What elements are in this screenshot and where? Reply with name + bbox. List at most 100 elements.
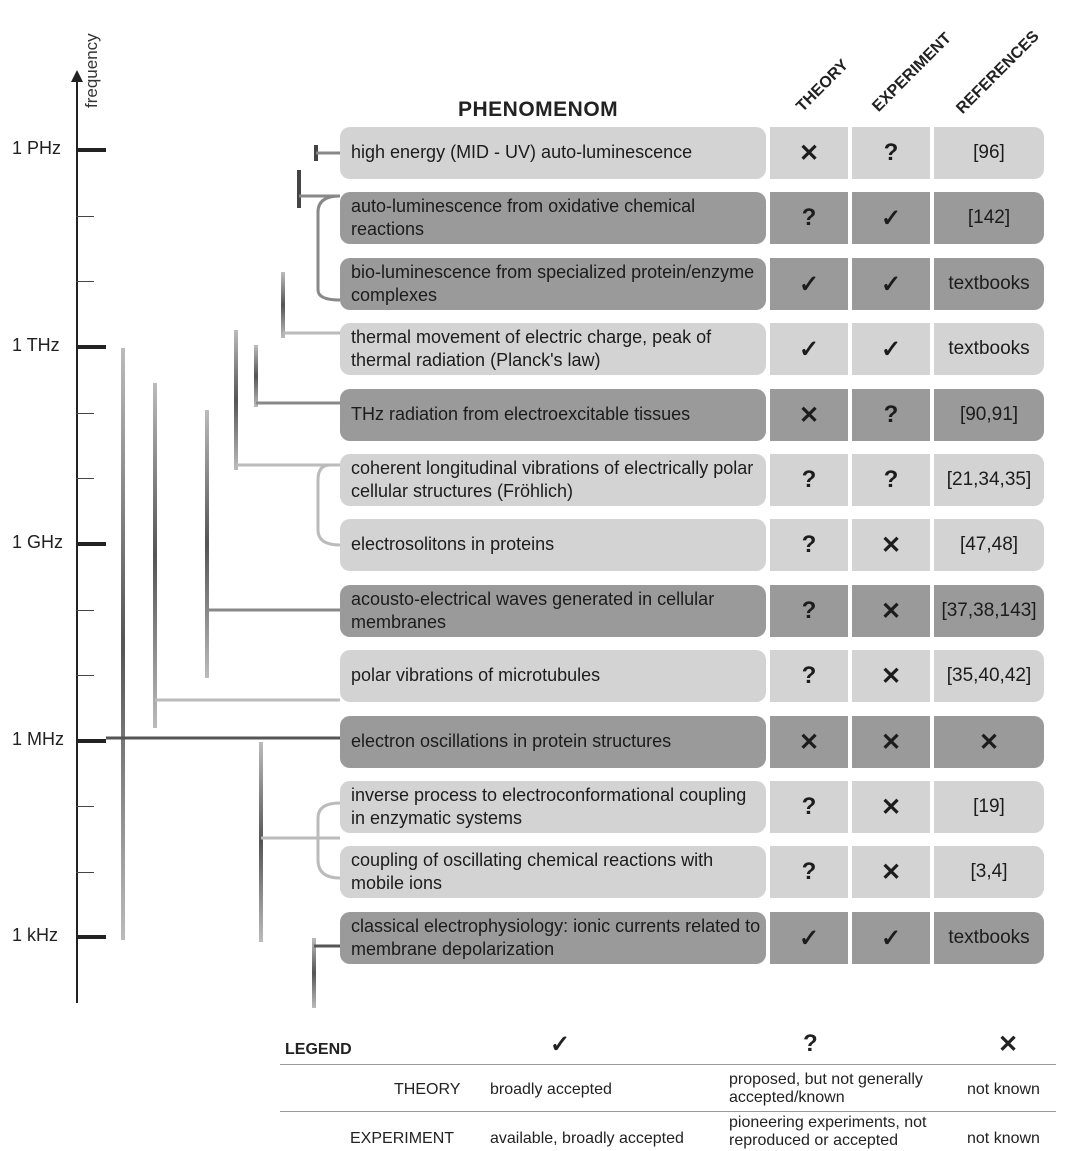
major-tick: [76, 148, 106, 152]
experiment-cell: ✓: [880, 924, 902, 952]
legend-theory-check: broadly accepted: [490, 1081, 612, 1098]
references-cell: textbooks: [948, 338, 1030, 359]
experiment-cell-box: ✕: [852, 650, 930, 702]
theory-cell-box: ✕: [770, 127, 848, 179]
legend-divider: [280, 1064, 1056, 1065]
theory-cell: ?: [801, 858, 817, 885]
references-cell: [35,40,42]: [946, 665, 1032, 686]
phenomenon-row: [340, 650, 766, 702]
theory-cell-box: ✕: [770, 716, 848, 768]
references-cell-box: [96]: [934, 127, 1044, 179]
references-cell-box: textbooks: [934, 258, 1044, 310]
major-tick: [76, 542, 106, 546]
experiment-cell: ✕: [880, 793, 902, 821]
phenomenon-text: coupling of oscillating chemical reactio…: [351, 850, 714, 893]
references-cell-box: [3,4]: [934, 846, 1044, 898]
phenomenon-text: electrosolitons in proteins: [351, 534, 555, 554]
theory-cell: ✕: [798, 401, 820, 429]
minor-tick: [76, 413, 94, 414]
frequency-label: 1 THz: [12, 335, 60, 355]
frequency-label: 1 MHz: [12, 729, 65, 749]
phenomenon-text: high energy (MID - UV) auto-luminescence: [351, 142, 693, 162]
references-cell-box: textbooks: [934, 323, 1044, 375]
theory-cell-box: ✓: [770, 258, 848, 310]
minor-tick: [76, 478, 94, 479]
phenomenon-row: [340, 912, 766, 964]
theory-cell-box: ?: [770, 519, 848, 571]
references-cell-box: [19]: [934, 781, 1044, 833]
references-cell: [142]: [967, 207, 1011, 228]
theory-cell: ?: [801, 597, 817, 624]
references-cell: textbooks: [948, 927, 1030, 948]
phenomenon-text: polar vibrations of microtubules: [351, 665, 601, 685]
references-cell: [47,48]: [959, 534, 1019, 555]
references-cell-box: ✕: [934, 716, 1044, 768]
theory-cell: ?: [801, 466, 817, 493]
phenomenon-text: acousto-electrical waves generated in ce…: [351, 589, 715, 632]
phenomenon-text: classical electrophysiology: ionic curre…: [351, 916, 761, 959]
experiment-cell-box: ✓: [852, 258, 930, 310]
theory-cell: ?: [801, 793, 817, 820]
major-tick: [76, 739, 106, 743]
references-cell: [3,4]: [970, 861, 1008, 882]
phenomenon-text: electron oscillations in protein structu…: [351, 731, 672, 751]
phenomenon-row: [340, 846, 766, 898]
theory-cell: ✕: [798, 139, 820, 167]
phenomenon-row: [340, 454, 766, 506]
references-cell: [21,34,35]: [946, 469, 1032, 490]
phenomenon-text: auto-luminescence from oxidative chemica…: [351, 196, 696, 239]
references-cell-box: [90,91]: [934, 389, 1044, 441]
phenomenon-text: inverse process to electroconformational…: [351, 785, 747, 828]
experiment-cell: ✕: [880, 531, 902, 559]
minor-tick: [76, 216, 94, 217]
references-cell-box: textbooks: [934, 912, 1044, 964]
references-cell: [37,38,143]: [941, 600, 1037, 621]
theory-cell: ?: [801, 204, 817, 231]
phenomenon-row: [340, 323, 766, 375]
minor-tick: [76, 675, 94, 676]
references-cell: [19]: [973, 796, 1005, 817]
experiment-cell-box: ✕: [852, 781, 930, 833]
references-cell: [96]: [973, 142, 1005, 163]
theory-cell: ✓: [798, 270, 820, 298]
theory-cell: ✓: [798, 335, 820, 363]
experiment-cell-box: ?: [852, 389, 930, 441]
phenomenon-text: coherent longitudinal vibrations of elec…: [351, 458, 754, 501]
experiment-cell: ✕: [880, 858, 902, 886]
experiment-cell-box: ✓: [852, 323, 930, 375]
experiment-cell: ✓: [880, 204, 902, 232]
legend-experiment-check: available, broadly accepted: [490, 1130, 684, 1147]
experiment-cell-box: ?: [852, 127, 930, 179]
theory-cell-box: ?: [770, 192, 848, 244]
axis-arrow-icon: [71, 70, 83, 82]
phenomenon-row: [340, 585, 766, 637]
legend-experiment-label: EXPERIMENT: [350, 1130, 455, 1147]
legend-theory-label: THEORY: [394, 1081, 461, 1098]
theory-cell: ?: [801, 531, 817, 558]
experiment-cell-box: ✕: [852, 846, 930, 898]
legend-theory-question: proposed, but not generally accepted/kno…: [729, 1071, 923, 1106]
frequency-label: 1 GHz: [12, 532, 64, 552]
phenomenon-header: PHENOMENOM: [458, 98, 619, 121]
phenomenon-text: bio-luminescence from specialized protei…: [351, 262, 755, 305]
references-cell-box: [35,40,42]: [934, 650, 1044, 702]
references-cell-box: [142]: [934, 192, 1044, 244]
legend-title: LEGEND: [285, 1041, 352, 1058]
theory-cell: ✕: [798, 728, 820, 756]
references-cell: ✕: [978, 728, 1000, 756]
theory-cell: ?: [801, 662, 817, 689]
experiment-cell: ✕: [880, 597, 902, 625]
frequency-label: 1 kHz: [12, 925, 59, 945]
legend-cross-icon: ✕: [998, 1031, 1019, 1058]
phenomenon-text: THz radiation from electroexcitable tiss…: [351, 404, 691, 424]
frequency-label: 1 PHz: [12, 138, 62, 158]
references-cell: textbooks: [948, 273, 1030, 294]
experiment-cell: ?: [883, 401, 899, 428]
experiment-cell-box: ?: [852, 454, 930, 506]
theory-cell-box: ?: [770, 781, 848, 833]
legend-experiment-cross: not known: [967, 1130, 1040, 1147]
major-tick: [76, 345, 106, 349]
legend-check-icon: ✓: [550, 1031, 571, 1058]
minor-tick: [76, 806, 94, 807]
